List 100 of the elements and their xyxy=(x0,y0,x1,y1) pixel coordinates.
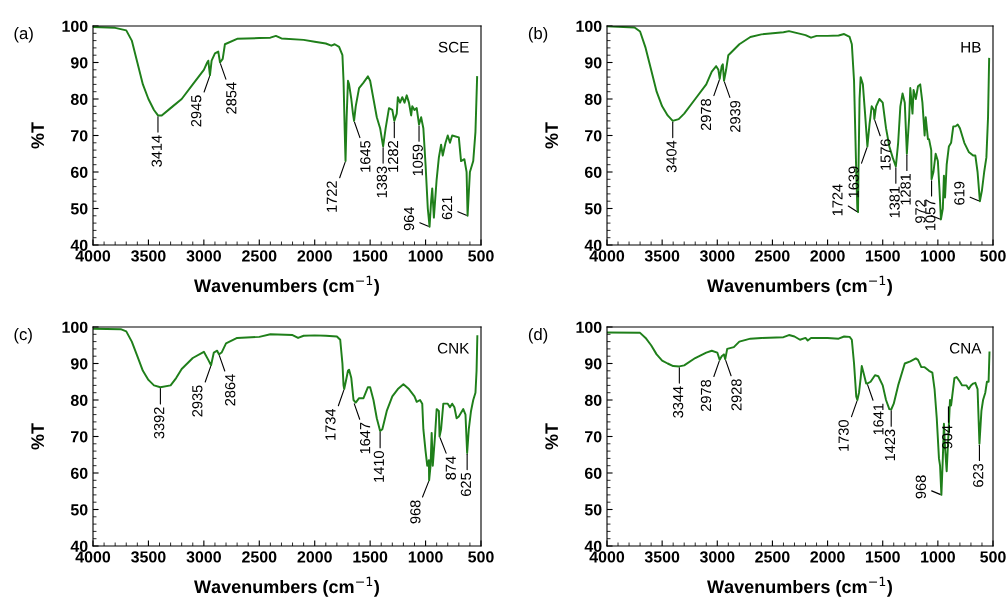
x-tick-label: 2500 xyxy=(242,551,277,563)
annotation: 2928 xyxy=(731,379,742,411)
y-axis-title: %T xyxy=(31,423,44,450)
x-tick-label: 3000 xyxy=(699,250,735,262)
x-tick-label: 1500 xyxy=(353,250,388,262)
y-tick-label: 50 xyxy=(70,203,88,215)
annotation: 1722 xyxy=(326,181,337,212)
y-tick-label: 40 xyxy=(584,239,602,251)
y-axis-title: %T xyxy=(31,122,44,149)
annotation: 1281 xyxy=(900,173,911,205)
y-tick-label: 70 xyxy=(71,431,88,443)
x-axis-title: Wavenumbers (cm$^{−1}$) xyxy=(707,576,892,597)
x-tick-label: 4000 xyxy=(75,250,111,262)
x-tick-label: 4000 xyxy=(589,551,625,563)
annotation: 3392 xyxy=(153,407,165,439)
annotation: 3344 xyxy=(672,386,684,418)
chart-title: (c) xyxy=(14,327,32,344)
y-tick-label: 80 xyxy=(584,394,602,406)
series-label: HB xyxy=(961,41,981,53)
annotation: 1645 xyxy=(360,140,371,172)
x-tick-label: 3500 xyxy=(644,551,680,563)
annotation: 1059 xyxy=(412,144,423,176)
y-tick-label: 100 xyxy=(576,321,602,333)
annotation: 1381 xyxy=(889,186,900,218)
y-tick-label: 60 xyxy=(70,467,88,479)
annotation: 904 xyxy=(942,425,953,449)
y-tick-label: 60 xyxy=(584,166,602,178)
x-tick-label: 500 xyxy=(468,551,494,563)
annotation: 1423 xyxy=(884,429,896,461)
annotation: 1639 xyxy=(848,166,859,198)
x-tick-label: 1000 xyxy=(921,551,955,563)
x-tick-label: 1000 xyxy=(408,250,443,262)
x-tick-label: 2500 xyxy=(755,551,790,563)
x-tick-label: 1000 xyxy=(921,250,955,262)
x-tick-label: 2000 xyxy=(297,250,332,262)
x-tick-label: 500 xyxy=(980,250,1006,262)
annotation: 3404 xyxy=(666,140,677,173)
x-tick-label: 2500 xyxy=(755,250,790,262)
annotation: 2945 xyxy=(191,95,202,127)
y-tick-label: 60 xyxy=(70,166,88,178)
annotation: 972 xyxy=(915,200,926,223)
annotation: 2935 xyxy=(192,385,203,417)
y-tick-label: 40 xyxy=(70,540,88,552)
y-tick-label: 60 xyxy=(584,467,602,479)
y-tick-label: 50 xyxy=(584,203,602,215)
y-tick-label: 80 xyxy=(584,93,602,105)
x-tick-label: 1000 xyxy=(408,551,443,563)
x-tick-label: 3500 xyxy=(131,250,166,262)
annotation: 1576 xyxy=(880,139,891,170)
x-tick-label: 3000 xyxy=(699,551,735,563)
annotation: 619 xyxy=(954,181,965,205)
annotation: 1647 xyxy=(359,422,371,454)
x-tick-label: 1500 xyxy=(865,551,900,563)
y-tick-label: 70 xyxy=(585,431,602,443)
chart-title: (b) xyxy=(528,26,548,43)
x-tick-label: 3000 xyxy=(186,250,221,262)
x-tick-label: 500 xyxy=(468,250,494,262)
y-tick-label: 90 xyxy=(584,358,602,370)
series-label: CNK xyxy=(437,342,470,354)
annotation: 3414 xyxy=(151,135,162,167)
y-tick-label: 50 xyxy=(584,504,602,516)
y-tick-label: 40 xyxy=(584,540,602,552)
x-tick-label: 2000 xyxy=(810,551,845,563)
annotation: 1730 xyxy=(838,420,849,451)
y-tick-label: 50 xyxy=(70,504,88,516)
annotation: 2978 xyxy=(700,379,712,411)
chart-title: (d) xyxy=(528,327,548,344)
annotation: 1724 xyxy=(832,184,843,216)
annotation: 1057 xyxy=(925,199,936,231)
x-tick-label: 3500 xyxy=(131,551,166,563)
x-axis-title: Wavenumbers (cm$^{−1}$) xyxy=(194,275,379,296)
annotation: 874 xyxy=(445,456,456,480)
y-tick-label: 80 xyxy=(70,394,88,406)
annotation: 1383 xyxy=(376,166,388,198)
series-label: SCE xyxy=(438,41,469,53)
x-tick-label: 4000 xyxy=(75,551,111,563)
annotation: 625 xyxy=(460,472,472,496)
annotation: 1734 xyxy=(325,408,336,440)
y-tick-label: 100 xyxy=(576,20,602,32)
x-tick-label: 2000 xyxy=(810,250,845,262)
chart-title: (a) xyxy=(14,26,33,43)
annotation: 2854 xyxy=(226,82,237,114)
annotation: 964 xyxy=(403,207,415,231)
annotation: 2864 xyxy=(225,374,236,406)
x-tick-label: 3500 xyxy=(644,250,680,262)
y-axis-title: %T xyxy=(545,423,558,450)
y-tick-label: 100 xyxy=(62,20,88,32)
annotation: 968 xyxy=(915,475,926,499)
x-tick-label: 4000 xyxy=(589,250,625,262)
annotation: 623 xyxy=(973,463,984,487)
y-tick-label: 70 xyxy=(71,130,88,142)
x-tick-label: 500 xyxy=(980,551,1006,563)
annotation: 1410 xyxy=(373,451,385,482)
x-tick-label: 1500 xyxy=(353,551,388,563)
y-tick-label: 90 xyxy=(584,57,602,69)
x-axis-title: Wavenumbers (cm$^{−1}$) xyxy=(707,275,892,296)
y-tick-label: 70 xyxy=(585,130,602,142)
x-tick-label: 2500 xyxy=(242,250,277,262)
annotation: 968 xyxy=(410,500,421,524)
y-tick-label: 90 xyxy=(70,358,88,370)
